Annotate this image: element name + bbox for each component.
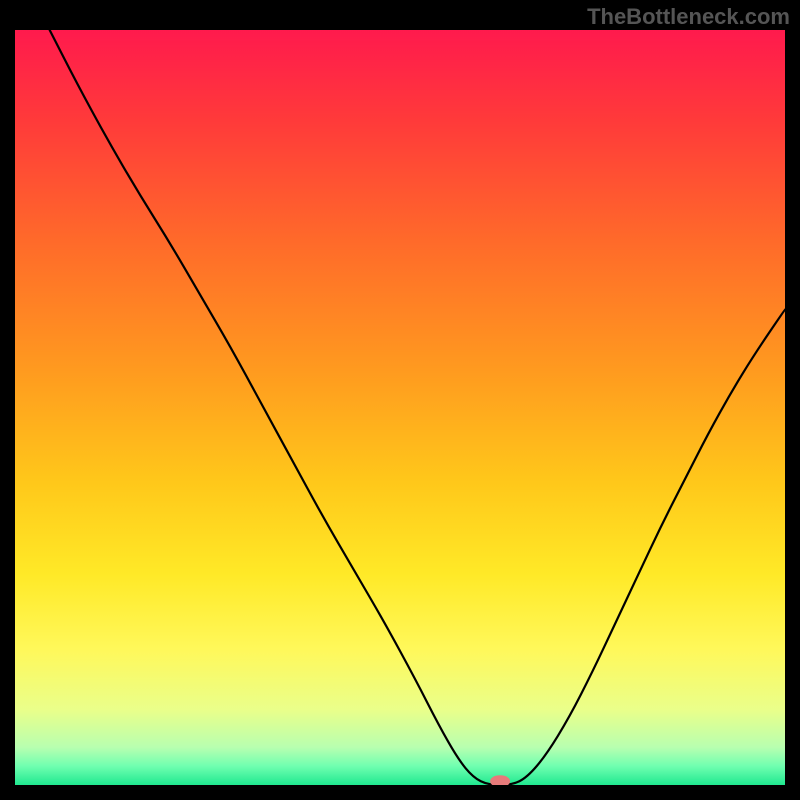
plot-background <box>15 30 785 785</box>
bottleneck-plot <box>15 30 785 785</box>
plot-svg <box>15 30 785 785</box>
watermark-text: TheBottleneck.com <box>587 4 790 30</box>
